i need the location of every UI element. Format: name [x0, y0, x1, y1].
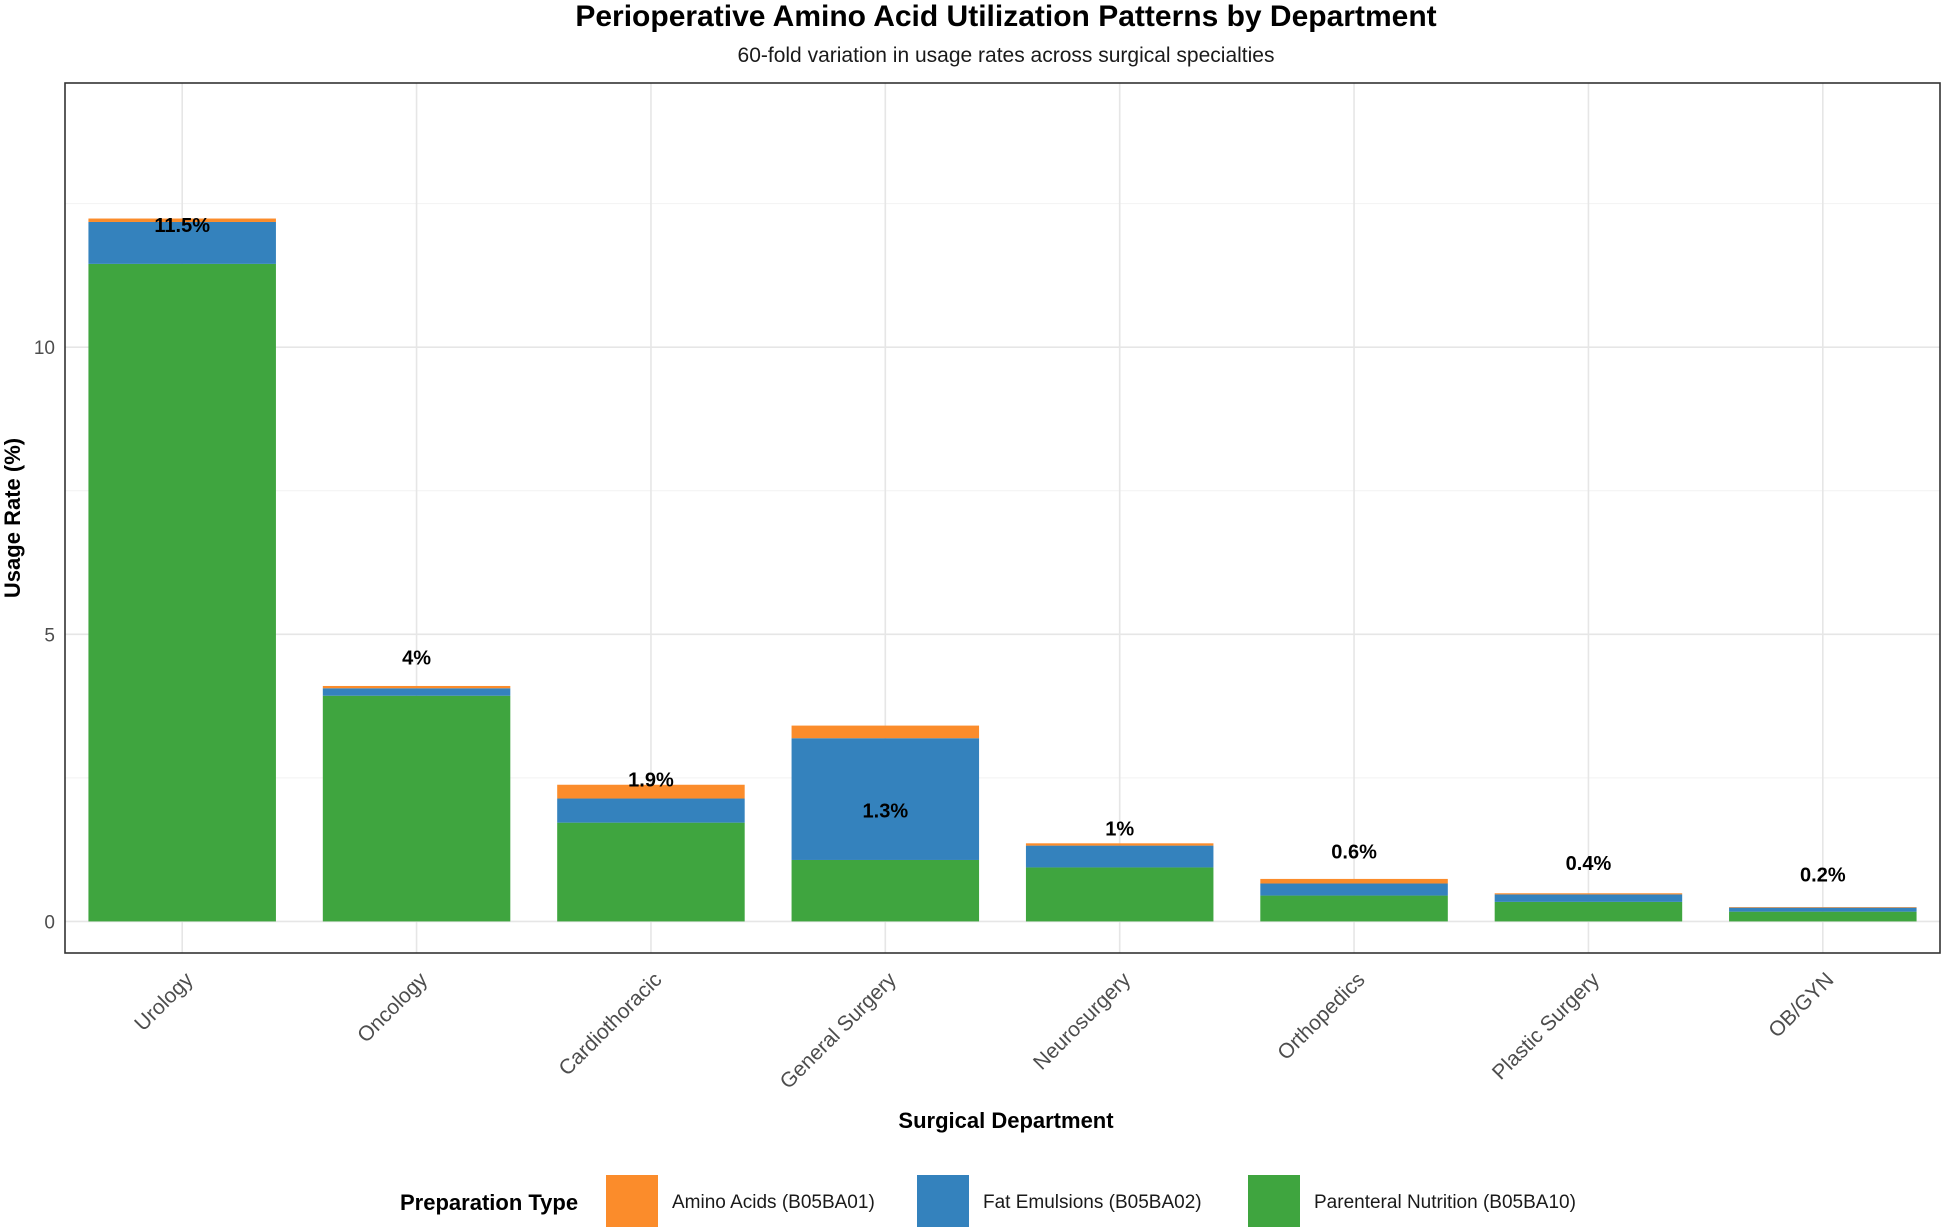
bar-segment-fat-emulsions-cardiothoracic [557, 798, 745, 823]
bar-segment-amino-acids-ob-gyn [1729, 907, 1917, 908]
bar-segment-amino-acids-orthopedics [1260, 878, 1448, 884]
plot-border [64, 82, 1941, 954]
y-tick-label: 10 [34, 338, 55, 359]
legend-label: Fat Emulsions (B05BA02) [983, 1192, 1202, 1213]
bar-segment-amino-acids-neurosurgery [1025, 843, 1214, 846]
x-tick-label: Neurosurgery [1029, 968, 1136, 1075]
bar-segment-parenteral-nutrition-oncology [322, 695, 511, 922]
data-label: 1.9% [628, 770, 674, 792]
data-label: 1% [1105, 818, 1134, 840]
data-label: 0.4% [1566, 853, 1612, 875]
bar-segment-amino-acids-general-surgery [791, 725, 980, 739]
bar-segment-fat-emulsions-ob-gyn [1729, 907, 1917, 912]
data-label: 1.3% [863, 801, 909, 823]
legend-label: Amino Acids (B05BA01) [672, 1192, 875, 1213]
x-tick-label: Oncology [353, 968, 432, 1047]
chart-title: Perioperative Amino Acid Utilization Pat… [575, 0, 1436, 33]
legend-title: Preparation Type [400, 1190, 578, 1215]
bar-segment-fat-emulsions-neurosurgery [1025, 845, 1214, 868]
x-tick-label: Orthopedics [1273, 968, 1369, 1064]
bar-segment-parenteral-nutrition-ob-gyn [1729, 911, 1917, 922]
legend-key [606, 1175, 658, 1227]
bar-segment-fat-emulsions-orthopedics [1260, 883, 1448, 896]
y-tick-label: 5 [44, 625, 55, 646]
data-label: 0.2% [1800, 864, 1846, 886]
bar-segment-fat-emulsions-general-surgery [791, 738, 980, 860]
bar-segment-amino-acids-urology [88, 218, 276, 222]
x-tick-label: OB/GYN [1764, 968, 1838, 1042]
data-label: 0.6% [1331, 841, 1377, 863]
data-label: 4% [402, 647, 431, 669]
bar-segment-parenteral-nutrition-plastic-surgery [1494, 901, 1683, 922]
plot-area: 11.5% 4% 1.9% 1.3% 1% 0.6% 0.4% 0.2% 0 5 10 Urology… [34, 82, 1941, 1094]
y-axis-title: Usage Rate (%) [0, 438, 25, 598]
x-axis-title: Surgical Department [898, 1108, 1114, 1133]
bar-segment-amino-acids-plastic-surgery [1494, 893, 1683, 895]
bar-segment-parenteral-nutrition-general-surgery [791, 859, 980, 922]
legend-key [1248, 1175, 1300, 1227]
bar-segment-amino-acids-cardiothoracic [557, 784, 745, 799]
x-tick-label: Cardiothoracic [554, 968, 666, 1080]
legend-key [917, 1175, 969, 1227]
legend-label: Parenteral Nutrition (B05BA10) [1314, 1192, 1576, 1213]
chart-subtitle: 60-fold variation in usage rates across … [738, 44, 1275, 67]
bar-segment-parenteral-nutrition-neurosurgery [1025, 867, 1214, 922]
bar-segment-parenteral-nutrition-urology [88, 263, 276, 922]
bar-segment-fat-emulsions-oncology [322, 688, 511, 696]
bar-segment-parenteral-nutrition-orthopedics [1260, 895, 1448, 922]
bar-segment-amino-acids-oncology [322, 685, 511, 689]
x-tick-label: Plastic Surgery [1488, 968, 1604, 1084]
bar-segment-fat-emulsions-plastic-surgery [1494, 894, 1683, 902]
x-tick-label: Urology [130, 968, 198, 1036]
x-tick-label: General Surgery [776, 968, 902, 1094]
bar-segment-parenteral-nutrition-cardiothoracic [557, 822, 745, 922]
y-tick-label: 0 [44, 912, 55, 933]
bar-segment-fat-emulsions-urology [88, 221, 276, 264]
legend: Preparation Type Amino Acids (B05BA01) Fa… [400, 1175, 1576, 1227]
data-label: 11.5% [154, 215, 210, 237]
